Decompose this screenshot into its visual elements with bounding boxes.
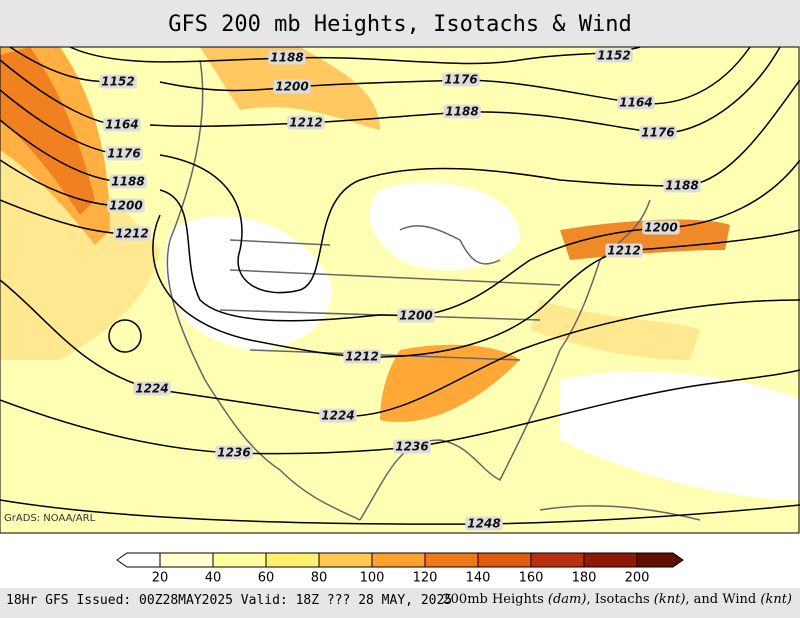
label-box — [595, 48, 633, 63]
label-box — [107, 198, 145, 213]
footer: 18Hr GFS Issued: 00Z28MAY2025 Valid: 18Z… — [0, 588, 800, 618]
colorbar-segment — [636, 552, 684, 568]
label-box — [397, 308, 435, 323]
isotach-120 — [560, 219, 730, 260]
contour-label: 1164 — [619, 96, 652, 110]
label-box — [443, 104, 481, 119]
colorbar-label: 180 — [572, 571, 597, 586]
label-box — [113, 226, 151, 241]
footer-text: , and Wind — [685, 592, 761, 607]
colorbar-segment — [583, 552, 638, 568]
label-box — [109, 174, 147, 189]
footer-right: 200mb Heights (dam), Isotachs (knt), and… — [442, 592, 792, 607]
label-box — [215, 445, 253, 460]
label-box — [103, 117, 141, 132]
isotach-20 — [369, 182, 520, 271]
footer-unit: (knt) — [653, 592, 686, 607]
colorbar-label: 80 — [311, 571, 328, 586]
contour-label: 1248 — [467, 517, 500, 531]
colorbar-label: 20 — [152, 571, 169, 586]
contour-label: 1176 — [107, 147, 140, 161]
contour-label: 1224 — [321, 409, 354, 423]
title-bar — [0, 0, 800, 47]
contour-label: 1200 — [109, 199, 142, 213]
label-box — [105, 146, 143, 161]
colorbar-segment — [265, 552, 320, 568]
colorbar-segment — [477, 552, 532, 568]
colorbar-label: 160 — [519, 571, 544, 586]
contour-label: 1236 — [217, 446, 250, 460]
contour-label: 1236 — [395, 440, 428, 454]
contour-label: 1188 — [665, 179, 698, 193]
contour-label: 1188 — [270, 51, 303, 65]
label-box — [642, 220, 680, 235]
label-box — [133, 381, 171, 396]
contour-label: 1200 — [399, 309, 432, 323]
isotach-20 — [560, 371, 800, 500]
colorbar-label: 100 — [360, 571, 385, 586]
footer-unit: (knt) — [760, 592, 792, 607]
contour-labels: 1188 1152 1152 1200 1176 1164 1188 1212 … — [99, 48, 701, 531]
footer-left: 18Hr GFS Issued: 00Z28MAY2025 Valid: 18Z… — [6, 593, 453, 608]
footer-text: 200mb Heights — [442, 592, 548, 607]
colorbar-segment — [159, 552, 214, 568]
label-box — [319, 408, 357, 423]
contour-label: 1212 — [115, 227, 148, 241]
contour-label: 1176 — [444, 73, 477, 87]
contour-label: 1152 — [101, 75, 134, 89]
isotach-60 — [530, 300, 700, 360]
label-box — [605, 243, 643, 258]
label-box — [99, 74, 137, 89]
contour-label: 1200 — [275, 80, 308, 94]
colorbar-label: 120 — [413, 571, 438, 586]
footer-text: , Isotachs — [586, 592, 654, 607]
contour-label: 1212 — [607, 244, 640, 258]
label-box — [393, 439, 431, 454]
credit: GrADS: NOAA/ARL — [4, 513, 96, 524]
label-box — [287, 115, 325, 130]
label-box — [663, 178, 701, 193]
contour-label: 1176 — [641, 126, 674, 140]
colorbar-segment — [212, 552, 267, 568]
colorbar-segment — [530, 552, 585, 568]
label-box — [639, 125, 677, 140]
colorbar-label: 40 — [205, 571, 222, 586]
contour-label: 1200 — [644, 221, 677, 235]
colorbar-segment — [318, 552, 373, 568]
label-box — [273, 79, 311, 94]
colorbar-segment — [424, 552, 479, 568]
contour-label: 1212 — [289, 116, 322, 130]
isotach-120 — [0, 47, 95, 215]
label-box — [343, 349, 381, 364]
contour-label: 1188 — [111, 175, 144, 189]
colorbar-segment — [116, 552, 161, 568]
label-box — [442, 72, 480, 87]
colorbar-label: 200 — [625, 571, 650, 586]
title: GFS 200 mb Heights, Isotachs & Wind — [168, 12, 632, 37]
colorbar-label: 140 — [466, 571, 491, 586]
label-box — [617, 95, 655, 110]
contour-label: 1224 — [135, 382, 168, 396]
label-box — [268, 50, 306, 65]
contour-label: 1212 — [345, 350, 378, 364]
colorbar-label: 60 — [258, 571, 275, 586]
contour-label: 1188 — [445, 105, 478, 119]
label-box — [465, 516, 503, 531]
contour-label: 1164 — [105, 118, 138, 132]
footer-unit: (dam) — [547, 592, 587, 607]
colorbar: 20 40 60 80 100 120 140 160 180 200 — [116, 552, 684, 586]
map-frame — [0, 46, 800, 534]
contour-label: 1152 — [597, 49, 630, 63]
colorbar-segment — [371, 552, 426, 568]
